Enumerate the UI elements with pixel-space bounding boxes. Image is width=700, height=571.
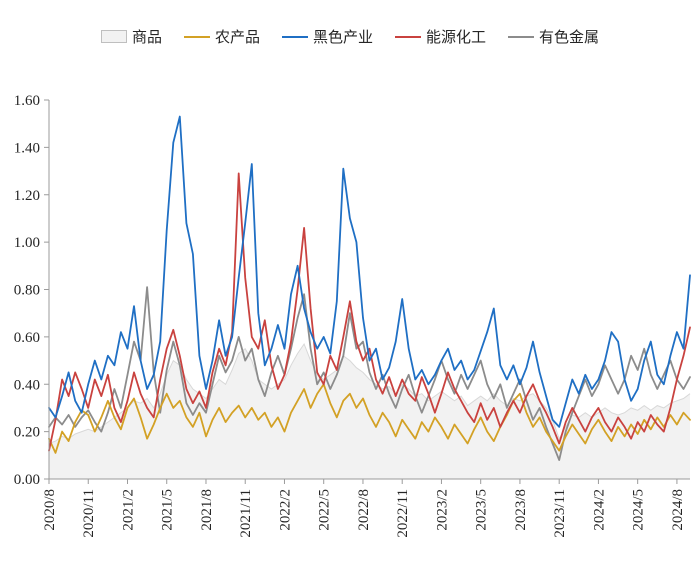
x-axis-tick-label: 2024/8 xyxy=(670,489,686,531)
legend-label: 黑色产业 xyxy=(312,29,373,46)
x-axis-tick-label: 2023/2 xyxy=(434,489,450,531)
x-axis-tick-label: 2020/8 xyxy=(42,489,58,531)
x-axis-tick-label: 2022/8 xyxy=(356,489,372,531)
chart-legend: 商品 农产品 黑色产业 能源化工 有色金属 xyxy=(0,26,700,47)
y-axis-tick-label: 0.20 xyxy=(14,425,40,441)
series-line-agricultural xyxy=(48,383,691,454)
x-axis-tick-label: 2023/5 xyxy=(474,489,490,531)
y-axis-tick-label: 0.80 xyxy=(14,283,40,299)
y-axis-tick-label: 1.20 xyxy=(14,188,40,204)
x-axis-tick-label: 2022/5 xyxy=(317,489,333,531)
energy-chem-line-swatch-icon xyxy=(395,35,421,38)
series-area-commodity xyxy=(49,344,690,479)
legend-item-nonferrous: 有色金属 xyxy=(508,26,599,47)
x-axis-tick-label: 2023/8 xyxy=(513,489,529,531)
x-axis-tick-label: 2021/8 xyxy=(199,489,215,531)
series-line-ferrous xyxy=(48,115,691,428)
legend-item-energy-chem: 能源化工 xyxy=(395,26,486,47)
legend-item-agricultural: 农产品 xyxy=(183,26,260,47)
x-axis-tick-label: 2024/5 xyxy=(631,489,647,531)
legend-label: 能源化工 xyxy=(426,29,487,46)
x-axis-tick-label: 2022/11 xyxy=(395,489,411,538)
x-axis-tick-label: 2022/2 xyxy=(277,489,293,531)
y-axis-tick-label: 1.00 xyxy=(14,235,40,251)
y-axis-tick-label: 0.40 xyxy=(14,377,40,393)
x-axis-tick-label: 2021/11 xyxy=(238,489,254,538)
commodity-area-swatch-icon xyxy=(100,30,127,43)
series-line-energy-chem xyxy=(48,172,691,452)
legend-label: 有色金属 xyxy=(539,29,600,46)
legend-label: 农产品 xyxy=(214,29,260,46)
legend-label: 商品 xyxy=(131,29,162,46)
ferrous-line-swatch-icon xyxy=(281,35,308,38)
y-axis-tick-label: 0.00 xyxy=(14,472,40,488)
x-axis-tick-label: 2021/5 xyxy=(160,489,176,531)
y-axis-tick-label: 1.60 xyxy=(14,93,40,109)
legend-item-ferrous: 黑色产业 xyxy=(281,26,373,47)
agricultural-line-swatch-icon xyxy=(183,35,210,38)
y-axis-tick-label: 1.40 xyxy=(14,140,40,156)
nonferrous-line-swatch-icon xyxy=(508,35,535,38)
x-axis-tick-label: 2023/11 xyxy=(552,489,568,538)
y-axis-tick-label: 0.60 xyxy=(14,330,40,346)
x-axis-tick-label: 2024/2 xyxy=(591,489,607,531)
series-line-nonferrous xyxy=(48,286,691,462)
legend-item-commodity: 商品 xyxy=(100,26,162,47)
x-axis-tick-label: 2021/2 xyxy=(120,489,136,531)
x-axis-tick-label: 2020/11 xyxy=(81,489,97,538)
